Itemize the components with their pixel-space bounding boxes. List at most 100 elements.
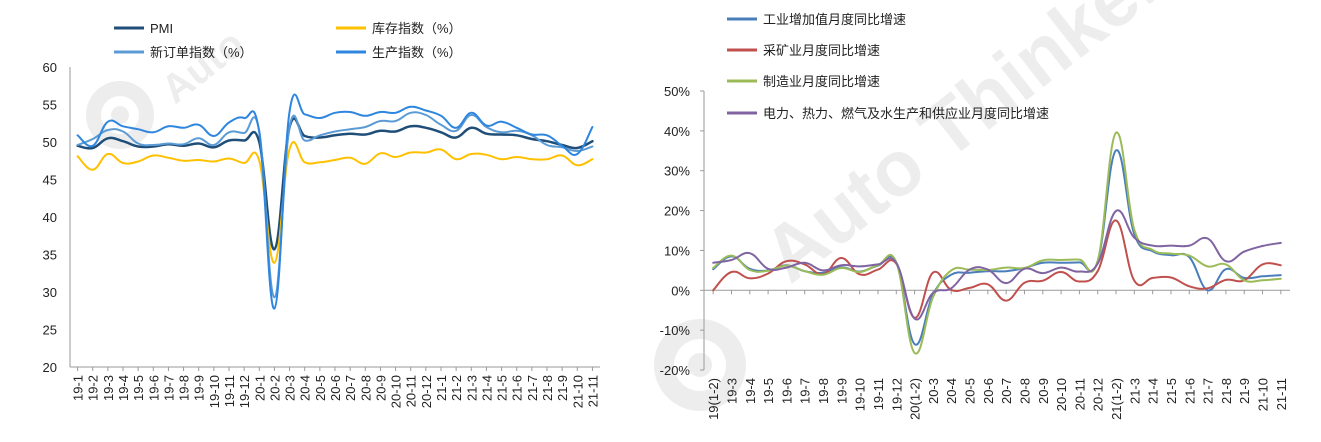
x-tick-label: 20-8 — [358, 375, 373, 401]
series-line-industry-4 — [712, 209, 1282, 321]
legend-item: 生产指数（%） — [336, 45, 462, 60]
x-tick-label: 21-10 — [1256, 378, 1271, 411]
y-tick-label: 0% — [671, 283, 690, 298]
x-tick-label: 19-10 — [853, 378, 868, 411]
x-tick-label: 20-4 — [944, 378, 959, 404]
watermark-logo: Auto Auto Thinker — [86, 0, 1179, 411]
y-tick-label: 10% — [664, 243, 690, 258]
y-tick-label: 40 — [43, 210, 57, 225]
legend-item: 电力、热力、燃气及水生产和供应业月度同比增速 — [727, 106, 1049, 121]
x-tick-label: 21-2 — [449, 375, 464, 401]
x-tick-label: 21-8 — [540, 375, 555, 401]
x-tick-label: 21-5 — [1164, 378, 1179, 404]
x-tick-label: 19-6 — [779, 378, 794, 404]
x-tick-label: 21-3 — [464, 375, 479, 401]
x-tick-label: 21-4 — [479, 375, 494, 401]
y-tick-label: -10% — [660, 323, 691, 338]
x-tick-label: 20-3 — [926, 378, 941, 404]
x-tick-label: 20-5 — [963, 378, 978, 404]
x-tick-label: 21-11 — [585, 375, 600, 407]
x-tick-label: 20-11 — [404, 375, 419, 407]
series-line-pmi-1 — [76, 117, 594, 251]
y-tick-label: 35 — [43, 248, 57, 263]
legend-item: 新订单指数（%） — [114, 45, 253, 60]
legend-item: 制造业月度同比增速 — [727, 74, 880, 89]
x-tick-label: 21-7 — [1201, 378, 1216, 404]
x-tick-label: 21-8 — [1219, 378, 1234, 404]
x-tick-label: 21-6 — [1182, 378, 1197, 404]
x-tick-label: 20-2 — [267, 375, 282, 401]
y-tick-label: 20% — [664, 204, 690, 219]
legend-label: PMI — [150, 21, 173, 36]
legend-label: 库存指数（%） — [372, 21, 462, 36]
series-line-industry-3 — [712, 131, 1282, 355]
x-tick-label: 19-7 — [161, 375, 176, 401]
x-tick-label: 19-10 — [207, 375, 222, 408]
x-tick-label: 21(1-2) — [1109, 378, 1124, 420]
x-tick-label: 20-4 — [298, 375, 313, 401]
x-tick-label: 21-4 — [1146, 378, 1161, 404]
x-tick-label: 19(1-2) — [706, 378, 721, 420]
y-tick-label: 45 — [43, 173, 57, 188]
series-line-pmi-4 — [76, 93, 594, 310]
x-tick-label: 20-11 — [1072, 378, 1087, 410]
legend-label: 工业增加值月度同比增速 — [763, 12, 906, 27]
x-tick-label: 19-5 — [131, 375, 146, 401]
x-tick-label: 19-6 — [146, 375, 161, 401]
x-tick-label: 20-12 — [1091, 378, 1106, 411]
x-tick-label: 19-12 — [237, 375, 252, 408]
y-tick-label: 55 — [43, 98, 57, 113]
x-tick-label: 19-11 — [871, 378, 886, 410]
series-line-pmi-3 — [76, 111, 594, 299]
x-tick-label: 19-2 — [86, 375, 101, 401]
x-tick-label: 19-9 — [192, 375, 207, 401]
legend-label: 生产指数（%） — [372, 45, 462, 60]
x-tick-label: 20-10 — [389, 375, 404, 408]
x-tick-label: 19-4 — [743, 378, 758, 404]
x-tick-label: 20-12 — [419, 375, 434, 408]
y-tick-label: 25 — [43, 323, 57, 338]
x-tick-label: 20-5 — [313, 375, 328, 401]
y-tick-label: 50 — [43, 135, 57, 150]
x-tick-label: 20-3 — [283, 375, 298, 401]
x-tick-label: 20-7 — [343, 375, 358, 401]
x-tick-label: 20-9 — [1036, 378, 1051, 404]
x-tick-label: 19-4 — [116, 375, 131, 401]
x-tick-label: 19-5 — [761, 378, 776, 404]
legend-label: 新订单指数（%） — [150, 45, 253, 60]
x-tick-label: 20-8 — [1017, 378, 1032, 404]
x-tick-label: 20-7 — [999, 378, 1014, 404]
x-tick-label: 21-3 — [1127, 378, 1142, 404]
chart-right: -20% -10% 0% 10% 20% 30% 40% 50% 19(1-2) 19-3 19-4… — [660, 12, 1290, 420]
legend-item: 库存指数（%） — [336, 21, 462, 36]
x-tick-label: 19-12 — [889, 378, 904, 411]
legend-item: 采矿业月度同比增速 — [727, 43, 880, 58]
y-tick-label: 30% — [664, 164, 690, 179]
y-tick-label: 40% — [664, 124, 690, 139]
series-line-pmi-2 — [76, 141, 594, 264]
x-tick-label: 21-10 — [570, 375, 585, 408]
x-tick-label: 20-9 — [373, 375, 388, 401]
y-tick-label: 20 — [43, 360, 57, 375]
x-tick-label: 20-10 — [1054, 378, 1069, 411]
x-tick-label: 20-1 — [252, 375, 267, 401]
x-tick-label: 19-3 — [101, 375, 116, 401]
x-tick-label: 21-9 — [555, 375, 570, 401]
x-tick-label: 20(1-2) — [908, 378, 923, 420]
x-tick-label: 19-9 — [834, 378, 849, 404]
x-tick-label: 21-1 — [434, 375, 449, 401]
x-tick-label: 19-7 — [798, 378, 813, 404]
x-tick-label: 19-1 — [71, 375, 86, 401]
y-tick-label: 50% — [664, 84, 690, 99]
x-tick-label: 21-5 — [495, 375, 510, 401]
y-tick-label: -20% — [660, 363, 691, 378]
legend-label: 电力、热力、燃气及水生产和供应业月度同比增速 — [763, 106, 1049, 121]
x-tick-label: 21-6 — [510, 375, 525, 401]
x-tick-label: 21-11 — [1274, 378, 1289, 410]
y-tick-label: 30 — [43, 285, 57, 300]
x-tick-label: 21-9 — [1237, 378, 1252, 404]
x-tick-label: 19-8 — [177, 375, 192, 401]
legend-label: 制造业月度同比增速 — [763, 74, 880, 89]
